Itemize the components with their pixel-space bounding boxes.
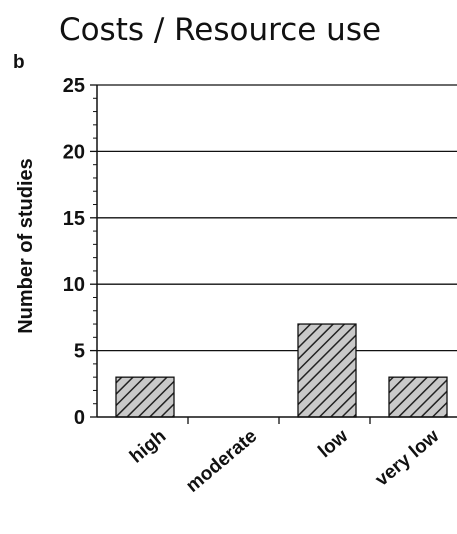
x-tick-label: moderate xyxy=(182,426,261,497)
chart-title: Costs / Resource use xyxy=(59,12,381,48)
y-tick-label: 25 xyxy=(63,75,85,97)
y-axis-ticks: 0 5 10 15 20 25 xyxy=(63,75,97,429)
x-tick-label: high xyxy=(126,426,170,468)
bar-low xyxy=(297,323,357,418)
x-tick-label: low xyxy=(314,426,352,463)
gridlines xyxy=(97,84,457,352)
y-axis-label: Number of studies xyxy=(15,158,37,334)
y-tick-label: 5 xyxy=(74,341,85,363)
panel-label: b xyxy=(13,52,25,73)
y-tick-label: 15 xyxy=(63,208,85,230)
bar-very-low xyxy=(388,376,448,418)
y-tick-label: 0 xyxy=(74,407,85,429)
y-tick-label: 20 xyxy=(63,141,85,163)
bar-high xyxy=(115,376,175,418)
x-tick-label: very low xyxy=(371,426,443,491)
x-axis-ticks: high moderate low very low xyxy=(126,417,443,497)
y-tick-label: 10 xyxy=(63,274,85,296)
bars xyxy=(115,323,448,418)
